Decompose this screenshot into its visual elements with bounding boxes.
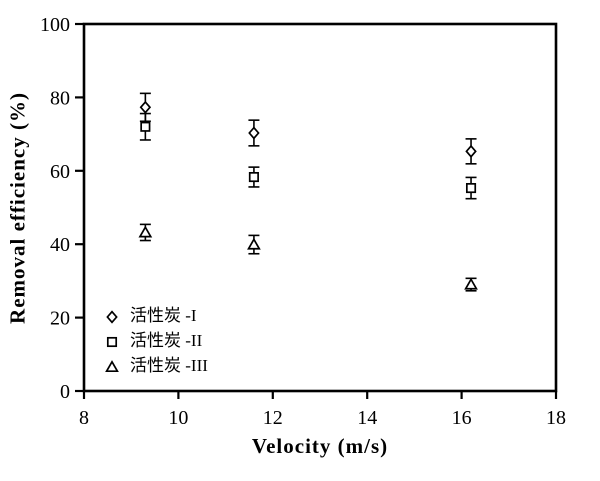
triangle-marker bbox=[247, 237, 261, 250]
legend-label: 活性炭 -I bbox=[130, 306, 197, 325]
square-marker bbox=[140, 121, 151, 132]
diamond-marker bbox=[106, 309, 118, 324]
x-tick-label: 12 bbox=[263, 407, 283, 429]
diamond-marker-icon bbox=[106, 309, 118, 324]
square-marker bbox=[106, 336, 118, 347]
legend-item-series-2: 活性炭 -II bbox=[103, 328, 208, 353]
triangle-marker bbox=[105, 359, 119, 372]
x-tick-label: 10 bbox=[168, 407, 188, 429]
legend-label: 活性炭 -III bbox=[130, 356, 208, 375]
square-marker-icon bbox=[106, 336, 118, 347]
y-tick-label: 20 bbox=[50, 308, 70, 330]
plot-border bbox=[82, 22, 558, 393]
legend-item-series-3: 活性炭 -III bbox=[103, 353, 208, 378]
y-tick-label: 80 bbox=[50, 87, 70, 109]
square-marker bbox=[465, 182, 477, 194]
y-tick-label: 0 bbox=[60, 381, 70, 403]
diamond-marker bbox=[139, 100, 152, 114]
y-tick-label: 40 bbox=[50, 234, 70, 256]
x-tick-label: 18 bbox=[546, 407, 566, 429]
diamond-marker bbox=[248, 126, 260, 140]
legend-item-series-1: 活性炭 -I bbox=[103, 303, 208, 328]
x-tick-label: 16 bbox=[452, 407, 472, 429]
x-tick-label: 14 bbox=[357, 407, 377, 429]
legend-label: 活性炭 -II bbox=[130, 331, 203, 350]
x-tick-label: 8 bbox=[79, 407, 89, 429]
x-axis-title: Velocity (m/s) bbox=[251, 434, 389, 458]
triangle-marker bbox=[464, 277, 478, 290]
legend: 活性炭 -I 活性炭 -II 活性炭 -III bbox=[103, 303, 208, 378]
y-axis-title: Removal efficiency (%) bbox=[5, 92, 30, 324]
square-marker bbox=[248, 171, 259, 183]
y-tick-label: 60 bbox=[50, 161, 70, 183]
diamond-marker bbox=[465, 144, 477, 158]
triangle-marker-icon bbox=[105, 359, 119, 372]
triangle-marker bbox=[138, 225, 153, 238]
y-tick-label: 100 bbox=[40, 14, 70, 36]
